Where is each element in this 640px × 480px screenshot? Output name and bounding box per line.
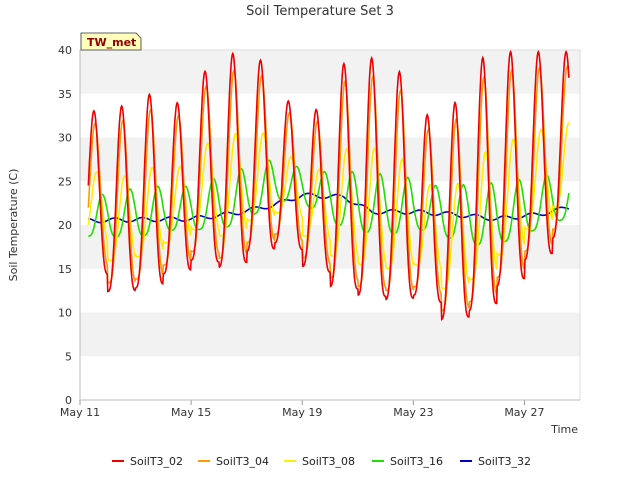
y-tick-label: 25 [58, 175, 72, 188]
y-tick-label: 15 [58, 263, 72, 276]
x-tick-label: May 27 [504, 406, 544, 419]
legend-label: SoilT3_04 [216, 455, 269, 468]
x-tick-label: May 23 [393, 406, 433, 419]
x-axis-ticks: May 11 May 15 May 19 May 23 May 27 [60, 400, 545, 419]
y-axis-ticks: 0 5 10 15 20 25 30 35 40 [58, 44, 72, 407]
legend-label: SoilT3_16 [390, 455, 443, 468]
grid-bands [80, 50, 580, 400]
site-label-box: TW_met [80, 32, 142, 51]
series-layer [87, 49, 570, 322]
x-tick-label: May 19 [282, 406, 322, 419]
x-tick-label: May 11 [60, 406, 100, 419]
grid-band [80, 312, 580, 357]
y-tick-label: 30 [58, 132, 72, 145]
legend-label: SoilT3_32 [478, 455, 531, 468]
grid-band [80, 50, 580, 94]
x-tick-label: May 15 [171, 406, 211, 419]
grid-band [80, 137, 580, 182]
legend-label: SoilT3_08 [302, 455, 355, 468]
x-axis-label: Time [550, 423, 578, 436]
series-line-soilt3-02 [87, 49, 570, 322]
chart-title: Soil Temperature Set 3 [246, 4, 394, 19]
site-label: TW_met [87, 36, 136, 49]
legend-label: SoilT3_02 [130, 455, 183, 468]
y-tick-label: 10 [58, 307, 72, 320]
y-tick-label: 35 [58, 88, 72, 101]
legend: SoilT3_02 SoilT3_04 SoilT3_08 SoilT3_16 Soil… [112, 455, 531, 468]
y-tick-label: 20 [58, 219, 72, 232]
y-tick-label: 40 [58, 44, 72, 57]
y-axis-label: Soil Temperature (C) [7, 169, 20, 282]
y-tick-label: 0 [65, 394, 72, 407]
grid-band [80, 93, 580, 138]
grid-band [80, 356, 580, 400]
y-tick-label: 5 [65, 350, 72, 363]
series-line-soilt3-32 [88, 192, 570, 224]
